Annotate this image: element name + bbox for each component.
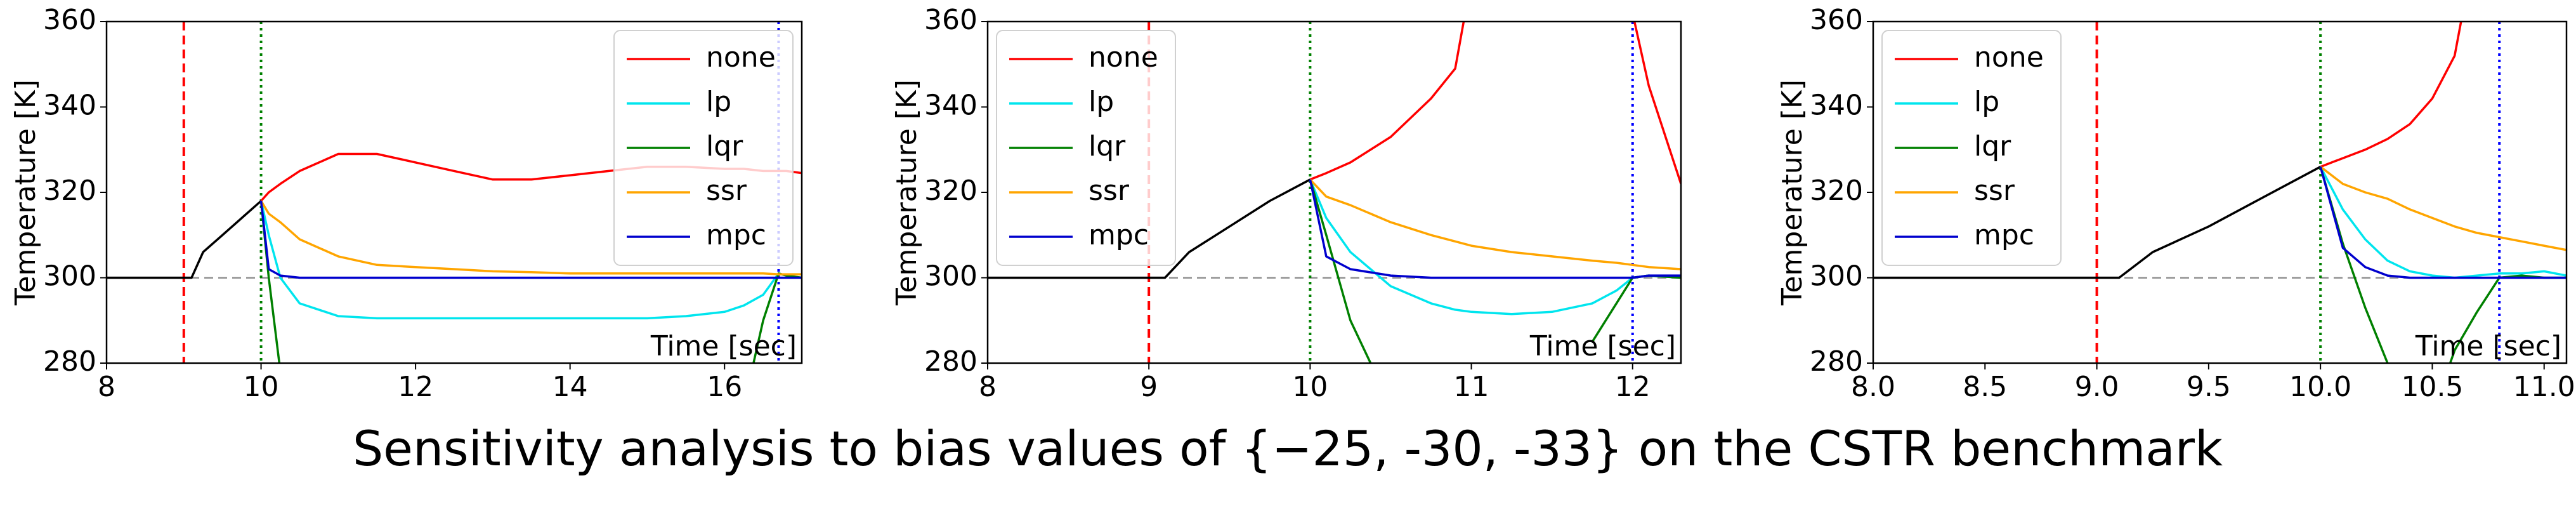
x-tick-label: 12	[398, 371, 433, 403]
y-tick-label: 340	[43, 90, 96, 122]
legend-label: ssr	[1089, 175, 1130, 207]
series-line	[107, 200, 262, 279]
y-tick-label: 300	[924, 260, 977, 293]
series-line	[1309, 22, 1681, 185]
axes-frame	[1872, 20, 2568, 364]
legend-label: none	[706, 41, 776, 74]
y-tick-label: 340	[924, 90, 977, 122]
legend-label: lqr	[1089, 130, 1126, 163]
y-axis-label: Temperature [K]	[891, 79, 923, 306]
x-tick-label: 12	[1615, 371, 1651, 403]
y-tick-label: 280	[43, 345, 96, 378]
axes-frame	[105, 20, 803, 364]
series-line	[1309, 179, 1681, 315]
x-tick-label: 9.5	[2187, 371, 2231, 403]
legend-label: lp	[706, 86, 731, 118]
x-tick-label: 11.0	[2513, 371, 2575, 403]
x-axis-label: Time [sec]	[1529, 330, 1676, 362]
legend-label: ssr	[1974, 175, 2015, 207]
figure-caption: Sensitivity analysis to bias values of {…	[353, 420, 2223, 477]
series-line	[2320, 22, 2462, 168]
y-tick-label: 360	[1810, 4, 1863, 36]
legend-label: none	[1089, 41, 1158, 74]
x-tick-label: 10.0	[2289, 371, 2351, 403]
series-line	[259, 201, 802, 320]
y-tick-label: 280	[924, 345, 977, 378]
series-line	[2319, 166, 2566, 363]
x-tick-label: 8.0	[1851, 371, 1895, 403]
legend-label: mpc	[706, 219, 766, 251]
x-tick-label: 8	[979, 371, 997, 403]
legend-box	[613, 30, 794, 266]
y-axis-label: Temperature [K]	[1776, 79, 1808, 306]
series-line	[1309, 179, 1681, 279]
x-tick-label: 10	[1292, 371, 1328, 403]
legend-box	[996, 30, 1176, 266]
x-axis-label: Time [sec]	[2415, 330, 2561, 362]
legend-label: ssr	[706, 175, 747, 207]
legend-label: mpc	[1089, 219, 1149, 251]
legend-box	[1881, 30, 2062, 266]
series-line	[1309, 178, 1681, 270]
plot-area	[107, 22, 802, 363]
legend-label: none	[1974, 41, 2044, 74]
x-tick-label: 14	[552, 371, 588, 403]
series-line	[2319, 166, 2566, 279]
x-tick-label: 10.5	[2401, 371, 2463, 403]
axes-frame	[986, 20, 1682, 364]
y-tick-label: 300	[1810, 260, 1863, 293]
y-tick-label: 360	[924, 4, 977, 36]
y-tick-label: 340	[1810, 90, 1863, 122]
y-axis-label: Temperature [K]	[10, 79, 42, 306]
legend-label: lqr	[706, 130, 743, 163]
y-tick-label: 360	[43, 4, 96, 36]
series-line	[988, 178, 1311, 279]
x-tick-label: 8.5	[1963, 371, 2007, 403]
series-line	[1873, 166, 2322, 279]
x-tick-label: 9	[1140, 371, 1158, 403]
x-tick-label: 11	[1454, 371, 1489, 403]
x-tick-label: 10	[244, 371, 279, 403]
x-axis-label: Time [sec]	[650, 330, 797, 362]
y-tick-label: 320	[1810, 175, 1863, 207]
legend-label: mpc	[1974, 219, 2034, 251]
legend-label: lqr	[1974, 130, 2011, 163]
y-tick-label: 300	[43, 260, 96, 293]
plot-area	[1873, 22, 2566, 363]
series-line	[2320, 166, 2566, 251]
series-line	[259, 201, 802, 279]
x-tick-label: 9.0	[2075, 371, 2119, 403]
x-tick-label: 16	[707, 371, 742, 403]
x-tick-label: 8	[98, 371, 115, 403]
y-tick-label: 320	[924, 175, 977, 207]
legend-label: lp	[1089, 86, 1114, 118]
series-line	[260, 200, 802, 276]
y-tick-label: 320	[43, 175, 96, 207]
y-tick-label: 280	[1810, 345, 1863, 378]
legend-label: lp	[1974, 86, 1999, 118]
